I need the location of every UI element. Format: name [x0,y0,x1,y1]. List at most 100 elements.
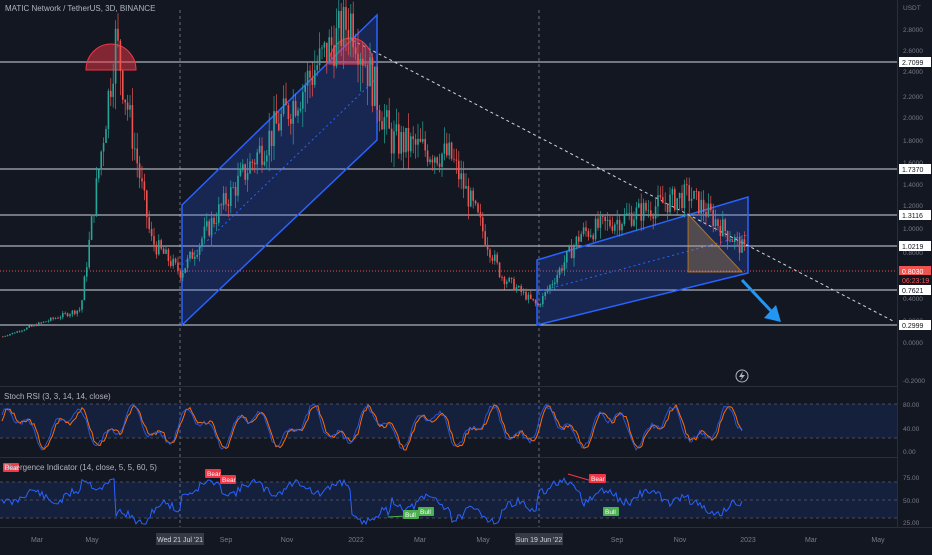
candle-body [436,157,438,164]
candle-body [239,168,242,176]
candle-body [443,143,446,154]
candle-body [520,286,522,293]
candle-body [71,310,74,315]
price-label-box [899,266,931,276]
candle-body [83,276,86,301]
candle-body [304,85,306,93]
candle-body [467,186,470,207]
candle-body [218,204,220,223]
bear-label: Bear [591,476,606,483]
candle-body [136,148,138,164]
candle-body [477,203,479,213]
candle-body [333,45,335,67]
price-tick-label: 0.4000 [903,296,923,303]
candle-body [186,258,189,269]
candle-body [93,214,95,217]
candle-body [534,300,537,304]
candle-body [573,246,575,259]
candle-body [518,286,520,288]
candle-body [638,203,640,208]
candle-body [594,218,597,240]
time-tick-highlight [156,533,204,545]
candle-body [350,13,352,40]
candle-body [198,245,201,255]
candle-body [2,336,4,338]
candle-body [453,158,455,160]
candle-body [318,48,321,66]
candle-body [191,251,194,259]
candle-body [242,164,244,169]
candle-body [54,318,57,319]
candle-body [626,213,628,215]
candle-body [292,100,294,124]
candle-body [220,204,222,206]
candle-body [671,189,674,195]
projection-arrow [740,278,774,314]
time-tick-label: Mar [414,537,427,544]
candle-body [6,335,9,337]
candle-body [623,213,626,225]
candle-body [335,28,338,67]
candle-body [290,119,292,124]
candle-body [275,111,278,124]
candle-body [102,142,105,152]
candle-body [251,161,254,163]
time-tick-label: May [85,537,99,544]
candle-body [678,192,681,199]
candle-body [484,231,486,245]
candle-body [227,204,230,206]
candle-body [206,221,208,227]
candle-body [244,164,246,180]
candle-body [21,330,23,332]
candle-body [681,192,683,209]
candle-body [150,228,153,237]
candle-body [42,321,45,323]
candle-body [11,332,14,335]
candle-body [561,268,563,271]
time-tick-label: Sun 19 Jun '22 [516,537,563,544]
candle-body [604,216,606,221]
candle-body [114,28,117,84]
candle-body [590,235,592,237]
candle-body [119,40,122,71]
candle-body [64,313,66,314]
candle-body [203,226,206,239]
candle-body [47,320,50,322]
symbol-title: MATIC Network / TetherUS, 3D, BINANCE [5,4,156,13]
candle-body [546,289,549,293]
candle-body [362,58,364,66]
candle-body [160,240,162,249]
candle-body [405,127,407,153]
time-tick-label: Sep [220,537,233,544]
rsi-band-fill [0,482,897,518]
candle-body [650,210,652,217]
candle-body [558,268,561,276]
candle-body [472,190,474,201]
candle-body [314,70,316,85]
candle-body [647,210,650,212]
price-label: 1.0219 [902,244,924,251]
price-label-box [899,210,931,220]
candle-body [230,187,232,206]
candle-body [398,124,400,154]
time-tick-label: Mar [31,537,44,544]
rsi-tick-label: 50.00 [903,498,920,505]
candle-body [158,240,160,255]
candle-body [414,139,417,145]
candle-body [698,191,700,214]
candle-body [498,262,501,277]
candle-body [412,136,414,140]
candle-body [388,110,390,129]
candle-body [383,117,386,130]
bear-divergence-line [567,473,593,482]
candle-body [131,105,134,149]
candle-body [717,219,719,226]
candle-body [369,57,371,87]
time-tick-label: May [871,537,885,544]
price-label: 0.2999 [902,323,924,330]
candle-body [50,317,52,321]
candle-body [419,138,422,142]
candle-body [225,193,227,205]
candle-body [657,195,659,207]
